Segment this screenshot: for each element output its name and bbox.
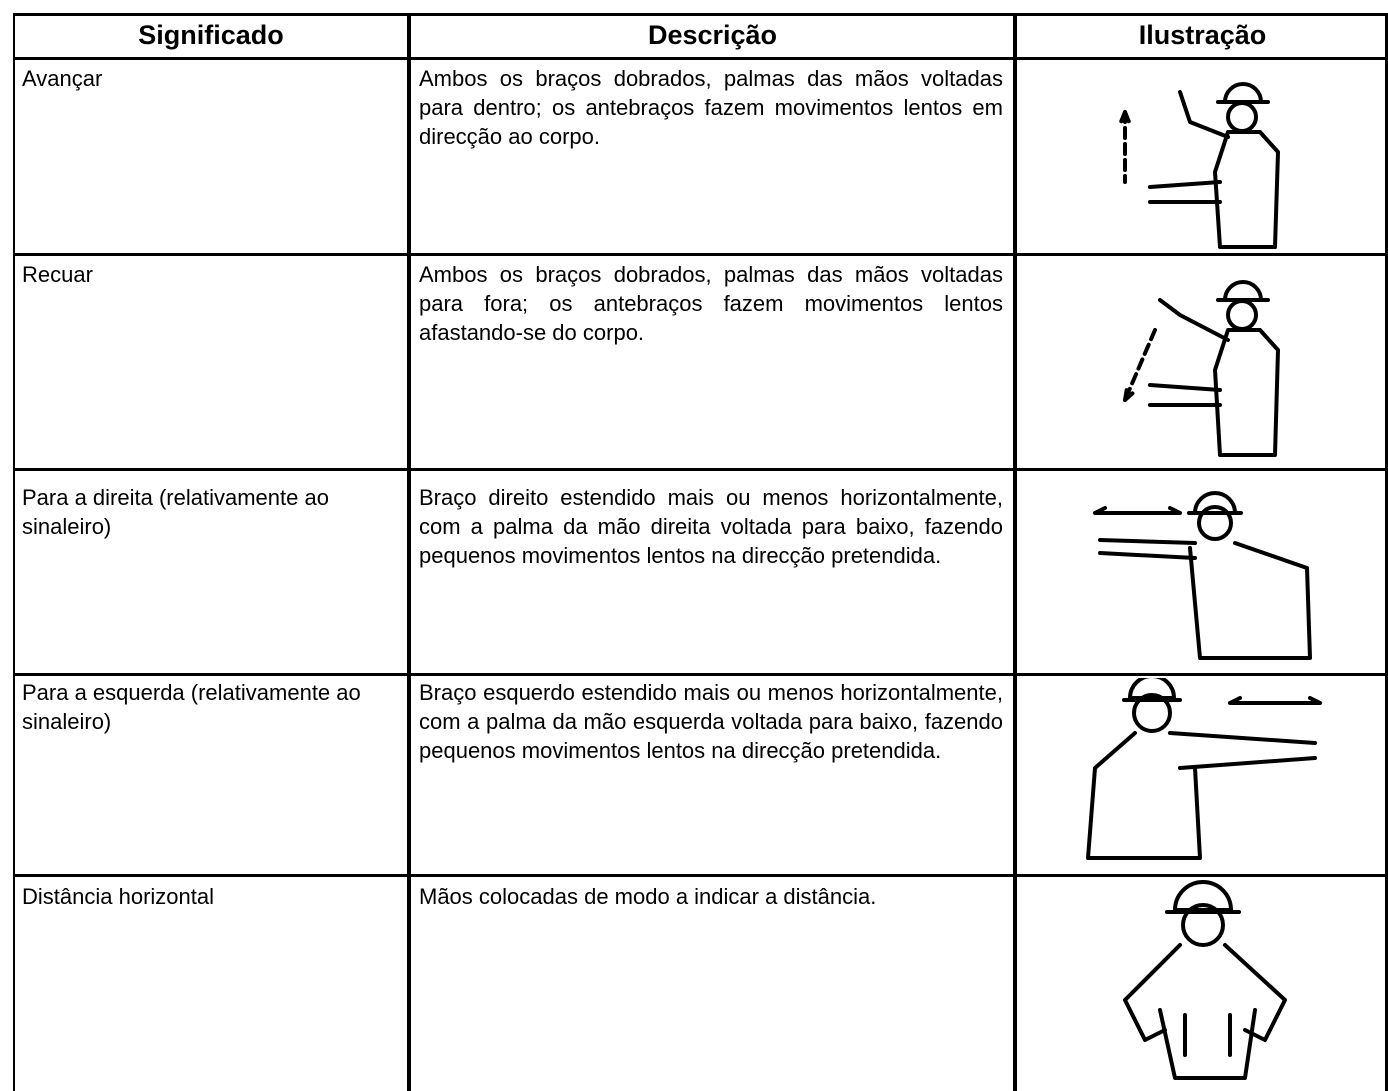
meaning: Distância horizontal (22, 884, 214, 909)
border (13, 57, 1388, 60)
description: Braço esquerdo estendido mais ou menos h… (419, 680, 1003, 763)
illustration (1123, 880, 1287, 1080)
header-cell: Significado (138, 20, 284, 50)
border (407, 14, 411, 1091)
illustration (1086, 678, 1322, 860)
illustration (1093, 491, 1312, 660)
description: Braço direito estendido mais ou menos ho… (419, 485, 1003, 568)
meaning: Recuar (22, 262, 93, 287)
illustration (1119, 82, 1280, 249)
header-cell: Ilustração (1138, 20, 1267, 50)
border (1385, 14, 1388, 1091)
border (13, 673, 1388, 676)
meaning: Avançar (22, 66, 103, 91)
border (13, 13, 1388, 16)
border (13, 14, 15, 1091)
header-cell: Descrição (647, 20, 778, 50)
border (13, 253, 1388, 256)
description: Ambos os braços dobrados, palmas das mão… (419, 66, 1003, 149)
meaning: Para a direita (relativamente ao sinalei… (22, 485, 329, 539)
description: Ambos os braços dobrados, palmas das mão… (419, 262, 1003, 345)
description: Mãos colocadas de modo a indicar a distâ… (419, 884, 877, 909)
border (13, 468, 1388, 471)
border (13, 874, 1388, 877)
border (1013, 14, 1017, 1091)
meaning: Para a esquerda (relativamente ao sinale… (22, 680, 361, 734)
illustration (1123, 280, 1280, 457)
